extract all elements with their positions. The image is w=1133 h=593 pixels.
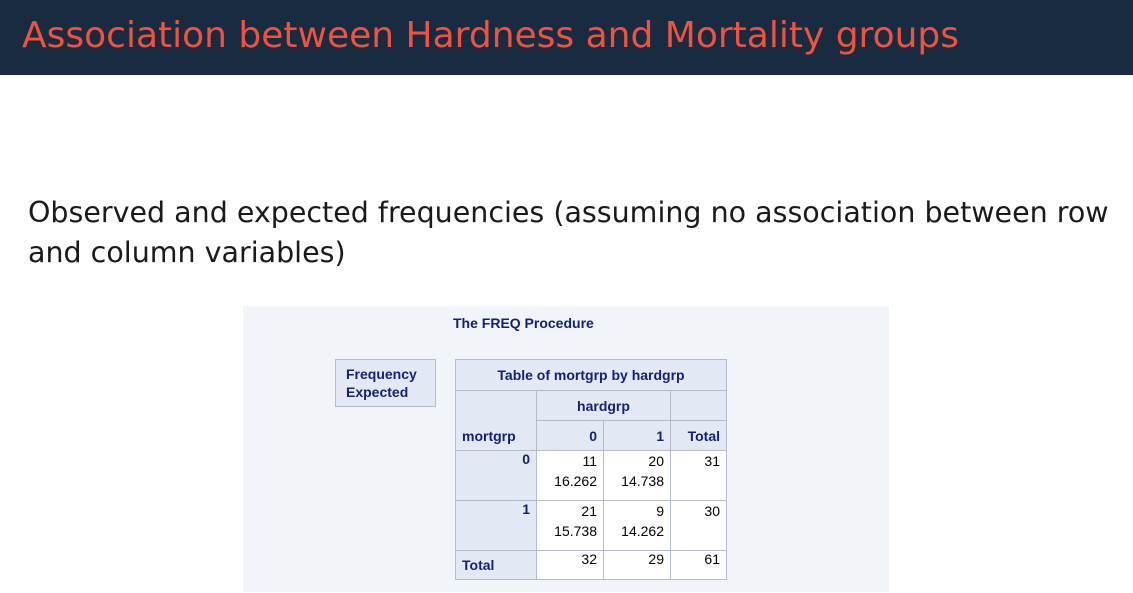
frequency-value: 11 (582, 453, 597, 469)
cell-contents-legend: Frequency Expected (335, 359, 436, 407)
row-variable-header: mortgrp (455, 390, 537, 451)
table-title: Table of mortgrp by hardgrp (455, 359, 727, 391)
row-header-1: 1 (455, 500, 537, 551)
total-row: Total 32 29 61 (455, 550, 727, 580)
legend-frequency: Frequency (346, 366, 417, 382)
crosstab-table: Table of mortgrp by hardgrp mortgrp hard… (455, 359, 727, 580)
column-variable-row: mortgrp hardgrp (455, 390, 727, 451)
column-header-1: 1 (603, 420, 671, 451)
frequency-value: 20 (648, 453, 664, 469)
cell-1-1: 9 14.262 (603, 500, 671, 551)
expected-value: 15.738 (554, 523, 597, 539)
total-row-header: Total (455, 550, 537, 580)
slide-body-text: Observed and expected frequencies (assum… (28, 196, 1109, 269)
table-row: 1 21 15.738 9 14.262 30 (455, 500, 727, 551)
frequency-value: 9 (656, 503, 664, 519)
column-variable-spacer (670, 390, 727, 421)
expected-value: 14.262 (621, 523, 664, 539)
row-header-0: 0 (455, 450, 537, 501)
cell-0-1: 20 14.738 (603, 450, 671, 501)
procedure-title: The FREQ Procedure (453, 315, 594, 331)
column-header-row: 0 1 Total (456, 420, 727, 451)
column-variable-header: hardgrp (536, 390, 671, 421)
cell-0-0: 11 16.262 (536, 450, 604, 501)
column-total-1: 29 (603, 550, 671, 580)
slide-title: Association between Hardness and Mortali… (22, 15, 960, 56)
expected-value: 14.738 (621, 473, 664, 489)
row-total-0: 31 (670, 450, 727, 501)
column-total-0: 32 (536, 550, 604, 580)
grand-total: 61 (670, 550, 727, 580)
table-title-row: Table of mortgrp by hardgrp (455, 359, 727, 391)
legend-expected: Expected (346, 384, 409, 400)
table-row: 0 11 16.262 20 14.738 31 (455, 450, 727, 501)
cell-1-0: 21 15.738 (536, 500, 604, 551)
row-total-1: 30 (670, 500, 727, 551)
frequency-value: 21 (581, 503, 597, 519)
title-bar: Association between Hardness and Mortali… (0, 0, 1133, 75)
column-header-0: 0 (536, 420, 604, 451)
column-header-total: Total (670, 420, 727, 451)
expected-value: 16.262 (554, 473, 597, 489)
sas-output-panel: The FREQ Procedure Frequency Expected Ta… (243, 306, 889, 592)
